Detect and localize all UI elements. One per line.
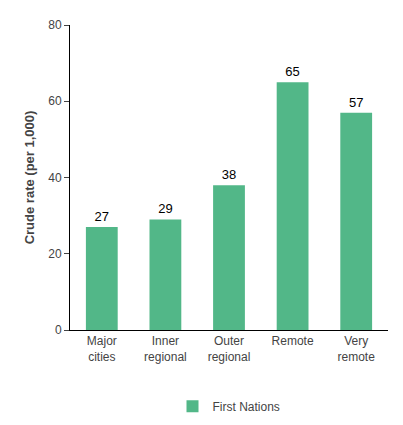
svg-text:First Nations: First Nations [213, 400, 280, 414]
svg-text:80: 80 [48, 18, 62, 32]
svg-text:Remote: Remote [272, 334, 314, 348]
svg-text:27: 27 [95, 209, 109, 224]
svg-text:65: 65 [285, 64, 299, 79]
svg-text:20: 20 [48, 247, 62, 261]
svg-text:60: 60 [48, 94, 62, 108]
svg-text:Veryremote: Veryremote [338, 334, 376, 364]
svg-text:Innerregional: Innerregional [144, 334, 187, 364]
svg-text:Majorcities: Majorcities [87, 334, 117, 364]
svg-text:0: 0 [55, 323, 62, 337]
svg-text:Outerregional: Outerregional [208, 334, 251, 364]
svg-text:38: 38 [222, 167, 236, 182]
svg-text:Crude rate (per 1,000): Crude rate (per 1,000) [22, 111, 37, 245]
svg-text:29: 29 [158, 201, 172, 216]
svg-text:57: 57 [349, 95, 363, 110]
svg-text:40: 40 [48, 171, 62, 185]
